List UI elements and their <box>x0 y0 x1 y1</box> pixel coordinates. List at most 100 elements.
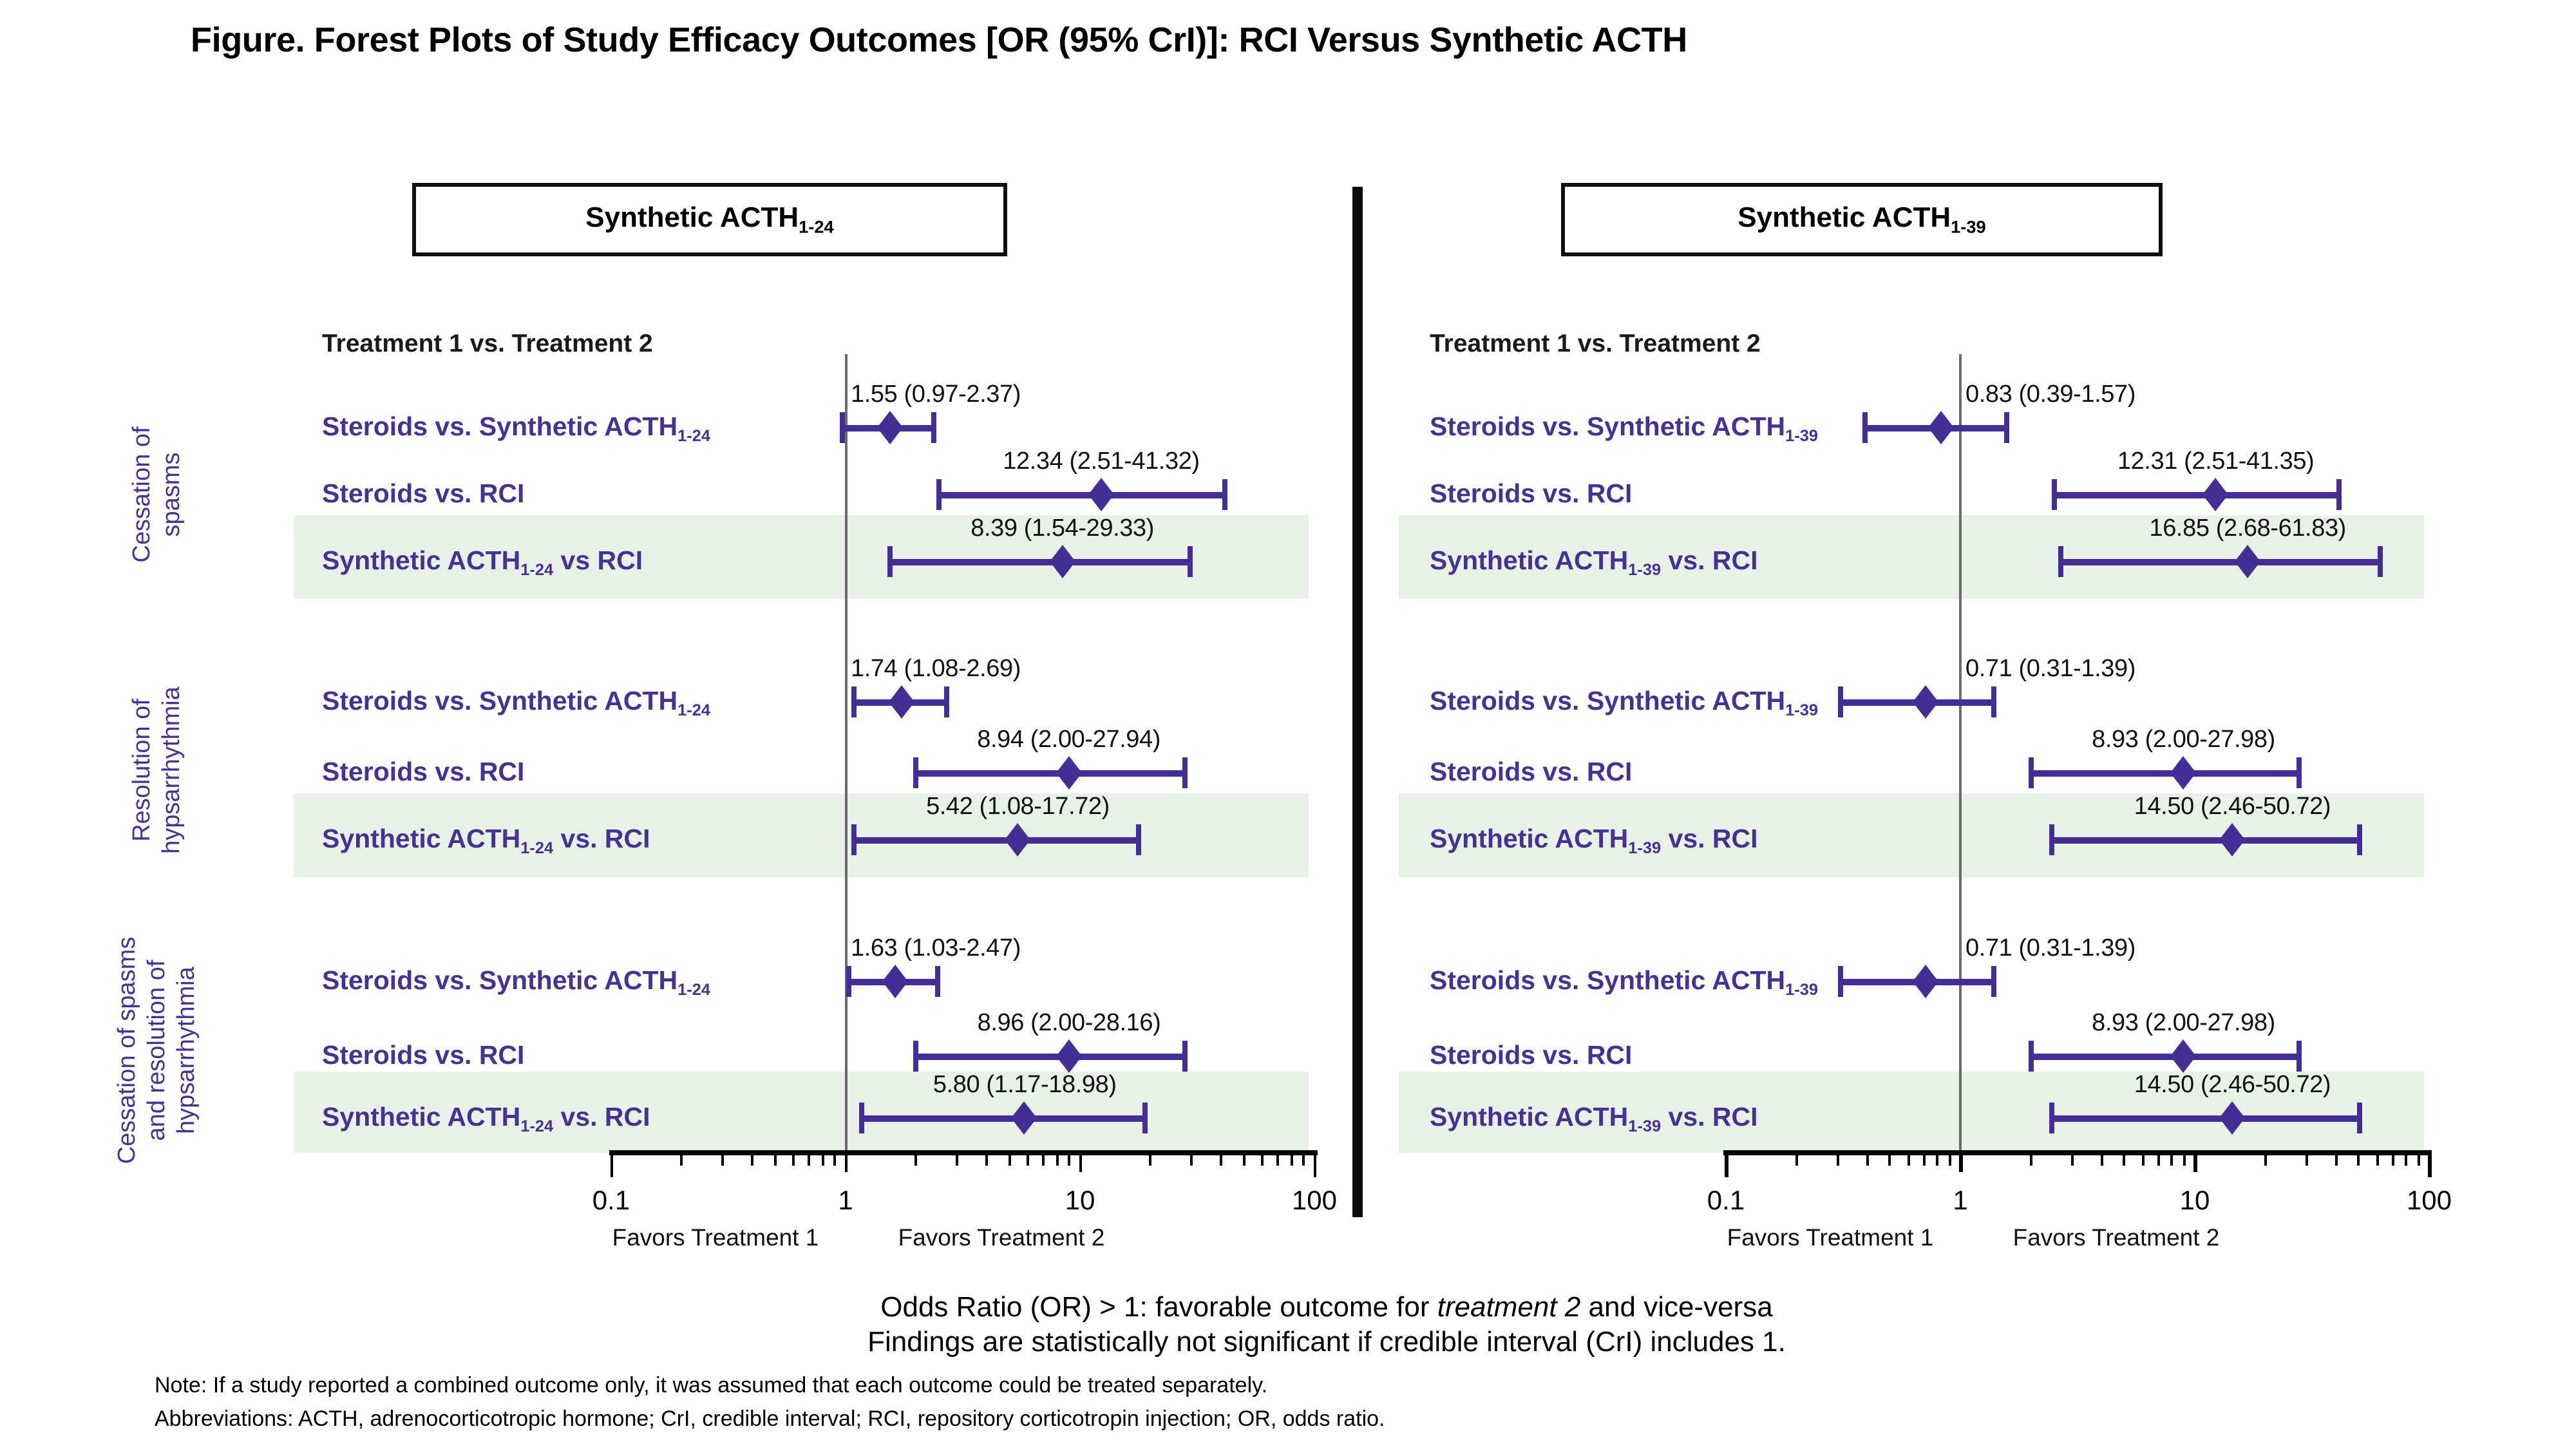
or-value-label: 0.83 (0.39-1.57) <box>1965 381 2136 408</box>
axis-tick <box>1079 1155 1082 1172</box>
ci-whisker <box>2031 770 2300 777</box>
or-value-label: 8.94 (2.00-27.94) <box>977 726 1161 753</box>
label-subscript: 1-39 <box>1785 699 1818 719</box>
panel-divider-line <box>1352 187 1363 1217</box>
ci-cap-low <box>2049 824 2055 855</box>
axis-minor-tick <box>1027 1155 1030 1166</box>
column-header: Treatment 1 vs. Treatment 2 <box>322 330 653 358</box>
axis-tick-label: 0.1 <box>592 1186 630 1216</box>
axis-tick <box>1959 1155 1962 1172</box>
ci-whisker <box>2060 559 2380 565</box>
axis-minor-tick <box>2170 1155 2174 1166</box>
ci-cap-low <box>2058 546 2063 577</box>
axis-tick-label: 0.1 <box>1707 1186 1745 1216</box>
ci-cap-low <box>2049 1103 2055 1133</box>
axis-minor-tick <box>2334 1155 2338 1166</box>
or-value-label: 8.96 (2.00-28.16) <box>977 1010 1161 1037</box>
ci-cap-high <box>1222 479 1227 510</box>
ci-cap-low <box>1862 412 1868 443</box>
axis-minor-tick <box>1888 1155 1891 1166</box>
x-axis <box>1723 1150 2432 1155</box>
axis-minor-tick <box>751 1155 754 1166</box>
panel-header-title: Synthetic ACTH1-24 <box>585 200 834 236</box>
or-diamond-marker <box>1056 756 1082 790</box>
or-diamond-marker <box>889 685 915 719</box>
or-value-label: 8.39 (1.54-29.33) <box>971 515 1154 542</box>
comparison-label: Synthetic ACTH1-39 vs. RCI <box>1430 546 1758 579</box>
ci-cap-high <box>934 966 940 997</box>
ci-cap-low <box>840 412 846 443</box>
footer-line-1: Odds Ratio (OR) > 1: favorable outcome f… <box>880 1291 1773 1323</box>
footer-line-2: Findings are statistically not significa… <box>867 1325 1786 1358</box>
comparison-label: Steroids vs. Synthetic ACTH1-24 <box>322 412 710 445</box>
ci-whisker <box>2052 837 2360 844</box>
ci-cap-low <box>851 687 857 717</box>
footer-explanation: Odds Ratio (OR) > 1: favorable outcome f… <box>867 1289 1786 1359</box>
comparison-label: Synthetic ACTH1-39 vs. RCI <box>1430 1103 1758 1135</box>
axis-minor-tick <box>956 1155 959 1166</box>
ci-whisker <box>853 837 1139 844</box>
axis-minor-tick <box>2417 1155 2420 1166</box>
axis-tick-label: 1 <box>838 1186 853 1216</box>
axis-minor-tick <box>1056 1155 1059 1166</box>
comparison-label: Synthetic ACTH1-24 vs. RCI <box>322 1103 650 1135</box>
or-value-label: 8.93 (2.00-27.98) <box>2092 1010 2275 1037</box>
axis-tick <box>1725 1155 1728 1177</box>
axis-minor-tick <box>1907 1155 1910 1166</box>
axis-minor-tick <box>2183 1155 2186 1166</box>
or-value-label: 1.55 (0.97-2.37) <box>851 381 1021 408</box>
or-value-label: 8.93 (2.00-27.98) <box>2092 726 2275 753</box>
or-diamond-marker <box>2219 1101 2246 1135</box>
ci-cap-high <box>1135 824 1141 855</box>
axis-minor-tick <box>773 1155 777 1166</box>
or-value-label: 12.31 (2.51-41.35) <box>2117 448 2315 475</box>
or-value-label: 0.71 (0.31-1.39) <box>1965 935 2136 962</box>
label-subscript: 1-24 <box>677 979 710 999</box>
axis-minor-tick <box>2305 1155 2308 1166</box>
or-value-label: 1.63 (1.03-2.47) <box>851 935 1021 962</box>
or-diamond-marker <box>1049 545 1075 578</box>
label-subscript: 1-39 <box>1628 1115 1662 1135</box>
or-diamond-marker <box>877 411 904 444</box>
ci-cap-low <box>1838 687 1844 717</box>
ci-cap-low <box>858 1103 864 1133</box>
favors-treatment-2-label: Favors Treatment 2 <box>2012 1224 2220 1251</box>
ci-cap-low <box>936 479 942 510</box>
ci-cap-high <box>2297 757 2302 788</box>
axis-minor-tick <box>2157 1155 2160 1166</box>
column-header: Treatment 1 vs. Treatment 2 <box>1430 330 1761 358</box>
axis-tick-label: 10 <box>2179 1186 2210 1216</box>
axis-minor-tick <box>1190 1155 1193 1166</box>
or-diamond-marker <box>1912 965 1938 998</box>
axis-tick <box>844 1155 848 1172</box>
or-value-label: 0.71 (0.31-1.39) <box>1965 656 2136 683</box>
panel-header-subscript: 1-39 <box>1951 216 1986 236</box>
ci-cap-low <box>846 966 851 997</box>
reference-line <box>1959 354 1962 1153</box>
axis-minor-tick <box>1866 1155 1869 1166</box>
highlight-band <box>294 515 1309 599</box>
axis-minor-tick <box>1242 1155 1245 1166</box>
label-subscript: 1-39 <box>1628 559 1662 579</box>
axis-minor-tick <box>1042 1155 1045 1166</box>
or-diamond-marker <box>882 965 909 998</box>
axis-minor-tick <box>2029 1155 2032 1166</box>
ci-cap-high <box>2003 412 2009 443</box>
axis-minor-tick <box>792 1155 795 1166</box>
label-subscript: 1-24 <box>520 559 554 579</box>
figure-title: Figure. Forest Plots of Study Efficacy O… <box>191 21 1687 59</box>
outcome-axis-label: Cessation of spasms and resolution of hyps… <box>113 844 202 1256</box>
or-value-label: 14.50 (2.46-50.72) <box>2134 1072 2331 1099</box>
outcome-axis-label-line: and resolution of <box>144 959 171 1141</box>
axis-minor-tick <box>914 1155 918 1166</box>
axis-tick <box>2428 1155 2431 1177</box>
panel-header-subscript: 1-24 <box>799 216 834 236</box>
favors-treatment-1-label: Favors Treatment 1 <box>612 1224 819 1251</box>
highlight-band <box>294 1072 1309 1153</box>
axis-minor-tick <box>2376 1155 2379 1166</box>
axis-minor-tick <box>1276 1155 1280 1166</box>
ci-whisker <box>889 559 1190 565</box>
ci-cap-high <box>1182 1041 1188 1072</box>
label-subscript: 1-39 <box>1785 979 1818 999</box>
